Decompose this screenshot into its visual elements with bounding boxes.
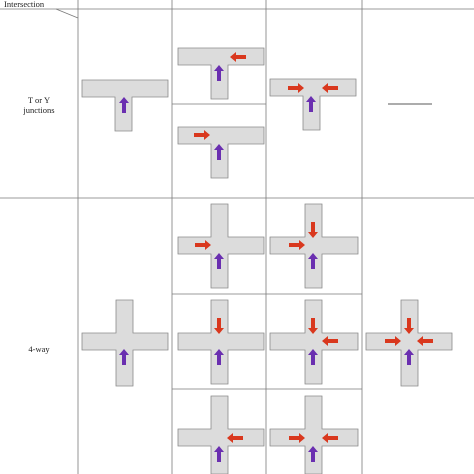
t-junction-from-left [177,126,265,179]
road [81,299,169,387]
four-way-from-right [177,395,265,474]
row-label-t-junctions-line2: junctions [22,105,54,115]
t-junction-straight [81,79,169,132]
road [269,299,359,385]
four-way-all-sides [365,299,453,387]
road [269,203,359,289]
road [177,203,265,289]
corner-header-label: Intersection [4,0,45,9]
road [365,299,453,387]
four-way-left-and-right [269,395,359,474]
road [177,299,265,385]
road [177,395,265,474]
four-way-from-left [177,203,265,289]
four-way-from-top [177,299,265,385]
t-junction-from-right [177,47,265,100]
road [269,395,359,474]
t-junction-both-sides [269,78,357,131]
row-label-4-way: 4-way [28,344,50,354]
four-way-left-and-top [269,203,359,289]
four-way-top-and-right [269,299,359,385]
row-label-t-junctions-line1: T or Y [28,95,50,105]
four-way-straight [81,299,169,387]
